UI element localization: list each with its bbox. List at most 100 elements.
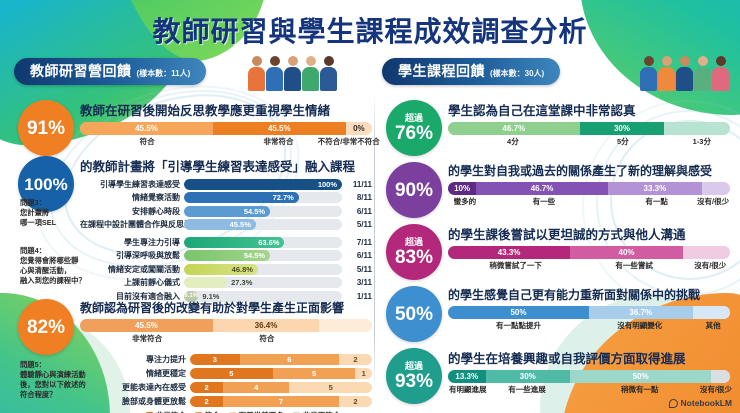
count-bar: 2 7 2 bbox=[190, 395, 372, 407]
bar-row-label: 學生專注力引導 bbox=[124, 237, 180, 247]
bar-segment: 43.3% bbox=[448, 246, 571, 259]
bar-fill: 45.5% bbox=[184, 219, 256, 230]
segment-label: 非常符合 bbox=[263, 137, 294, 146]
notebooklm-icon bbox=[668, 398, 678, 408]
stat-content: 學生認為自己在這堂課中非常認真 46.7% 30% 4分 5分 1-3分 bbox=[448, 100, 730, 148]
person-figure bbox=[248, 56, 265, 91]
segment-label: 沒有明顯變化 bbox=[617, 321, 663, 330]
count-bar: 5 5 1 bbox=[190, 367, 372, 379]
segment-label: 有一些 bbox=[532, 197, 556, 206]
stacked-bar: 13.3% 30% 50% bbox=[448, 370, 730, 383]
bar-track: 63.6% bbox=[184, 236, 342, 248]
stat-badge-91: 91% bbox=[18, 100, 74, 156]
bar-row-count: 6/11 bbox=[356, 251, 372, 260]
bar-row-count: 11/11 bbox=[352, 179, 372, 189]
bar-track: 100% bbox=[184, 178, 342, 190]
watermark-label: NotebookLM bbox=[680, 398, 732, 408]
segment-label: 沒有/很少 bbox=[697, 197, 730, 206]
stat-block-student-90: 90% 的學生對自我或過去的關係產生了新的理解與感受 10% 46.7% 33.… bbox=[386, 162, 730, 218]
bar-segment: 36.7% bbox=[589, 306, 693, 319]
stat-block-student-93: 超過 93% 的學生在培養興趣或自我評價方面取得進展 13.3% 30% 50%… bbox=[386, 348, 732, 404]
segment-label: 有一點點提升 bbox=[496, 321, 541, 330]
stat-content: 學生專注力引導 63.6% 7/11 引導深呼吸與放鬆 54.5% 6/11 情… bbox=[80, 236, 372, 302]
stat-badge-100: 100% bbox=[18, 156, 74, 212]
stat-badge-prefix: 超過 bbox=[404, 112, 423, 123]
bar-row-label: 在課程中設計團體合作與反思活動 bbox=[80, 220, 200, 229]
bar-segment-labels: 有明顯進展 有一些進展 稍微有一點 沒有/很少 bbox=[448, 384, 732, 396]
stat-block-student-76: 超過 76% 學生認為自己在這堂課中非常認真 46.7% 30% 4分 5分 1… bbox=[386, 100, 730, 156]
bar-segment: 33.3% bbox=[607, 182, 702, 195]
bar-segment: 40% bbox=[570, 246, 683, 259]
bar-segment: 45.5% bbox=[212, 122, 346, 135]
bar-row-label: 引導深呼吸與放鬆 bbox=[116, 251, 180, 260]
stat-badge-prefix: 超過 bbox=[404, 360, 423, 371]
bar-segment: 45.5% bbox=[80, 122, 213, 135]
count-row: 臉部或身體更放鬆 2 7 2 bbox=[114, 395, 372, 407]
bar-fill bbox=[184, 277, 228, 288]
page-title: 教師研習與學生課程成效調查分析 bbox=[152, 16, 588, 47]
segment-label: 其他 bbox=[705, 321, 721, 330]
person-figure bbox=[712, 56, 729, 91]
stat-badge-50: 50% bbox=[386, 286, 442, 342]
stat-block-teacher-82: 82% 教師認為研習後的改變有助於對學生產生正面影響 45.5% 36.4% 非… bbox=[18, 299, 372, 355]
bar-fill: 9.1% bbox=[184, 290, 199, 302]
count-row: 專注力提升 3 6 2 bbox=[114, 353, 372, 365]
bar-row: 學生專注力引導 63.6% 7/11 bbox=[80, 236, 372, 248]
count-row: 更能表達內在感受 2 4 5 bbox=[114, 381, 372, 393]
bar-track: 45.5% bbox=[184, 219, 342, 230]
person-figure bbox=[320, 56, 337, 91]
bar-value-outside: 27.3% bbox=[231, 278, 253, 287]
stat-badge-value: 93% bbox=[394, 370, 434, 392]
legend-label: 符合 bbox=[205, 410, 220, 413]
person-figure bbox=[658, 56, 675, 91]
stat-heading: 教師在研習後開始反思教學應更重視學生情緒 bbox=[80, 104, 331, 118]
bar-segment-labels: 蠻多的 有一些 有一點 沒有/很少 bbox=[448, 196, 730, 208]
bar-segment: 36.4% bbox=[212, 319, 320, 332]
count-bar: 2 4 5 bbox=[190, 381, 372, 393]
count-row-label: 專注力提升 bbox=[146, 354, 186, 364]
count-segment: 1 bbox=[355, 367, 372, 379]
stat-content: 的學生課後嘗試以更坦誠的方式與他人溝通 43.3% 40% 稍微嘗試了一下 有一… bbox=[448, 224, 730, 272]
bar-segment bbox=[711, 370, 730, 383]
count-segment: 5 bbox=[289, 381, 372, 393]
person-figure bbox=[302, 56, 319, 91]
segment-label: 符合 bbox=[259, 334, 275, 343]
stat-content: 的學生感覺自己更有能力重新面對關係中的挑戰 50% 36.7% 有一點點提升 沒… bbox=[448, 286, 730, 332]
bar-segment: 45.5% bbox=[80, 319, 213, 332]
bar-segment-labels: 4分 5分 1-3分 bbox=[448, 136, 730, 148]
notebooklm-watermark: NotebookLM bbox=[668, 398, 732, 408]
bar-value-outside: 9.1% bbox=[202, 291, 220, 301]
bar-row-count: 1/11 bbox=[356, 291, 372, 301]
person-figure bbox=[266, 56, 283, 91]
bar-row-count: 7/11 bbox=[356, 237, 372, 247]
bar-track: 46.8% bbox=[184, 263, 342, 275]
stat-heading: 的教師計畫將「引導學生練習表達感受」融入課程 bbox=[80, 160, 356, 174]
bar-row: 安排靜心時段 54.5% 6/11 bbox=[80, 205, 372, 217]
student-panel: 學生課程回饋 (樣本數：30人) 超過 76% 學生認為自己在這堂課中非常認真 … bbox=[382, 58, 732, 404]
bar-segment: 50% bbox=[448, 306, 589, 319]
bar-rows-q3: 引導學生練習表達感受 100% 11/11 情緒覺察活動 72.7% 8/11 … bbox=[80, 178, 372, 231]
stat-block-student-50: 50% 的學生感覺自己更有能力重新面對關係中的挑戰 50% 36.7% 有一點點… bbox=[386, 286, 730, 342]
count-segment: 3 bbox=[190, 353, 240, 365]
stat-content: 教師在研習後開始反思教學應更重視學生情緒 45.5% 45.5% 0% 符合 非… bbox=[80, 100, 380, 148]
bar-row: 在課程中設計團體合作與反思活動 45.5% 5/11 bbox=[80, 219, 372, 231]
bar-track: 54.5% bbox=[184, 205, 342, 217]
count-row: 情緒更穩定 5 5 1 bbox=[114, 367, 372, 379]
segment-label: 沒有/很少 bbox=[694, 261, 727, 270]
bar-row-label: 情緒覺察活動 bbox=[132, 193, 180, 202]
count-segment: 2 bbox=[338, 395, 372, 407]
stat-block-teacher-100: 100% 的教師計畫將「引導學生練習表達感受」融入課程 引導學生練習表達感受 1… bbox=[18, 156, 372, 232]
stat-content: 教師認為研習後的改變有助於對學生產生正面影響 45.5% 36.4% 非常符合 … bbox=[80, 299, 372, 345]
stat-badge-82: 82% bbox=[18, 299, 74, 355]
stat-heading: 的學生對自我或過去的關係產生了新的理解與感受 bbox=[448, 164, 713, 178]
stat-badge-value: 76% bbox=[394, 122, 434, 144]
segment-label: 符合 bbox=[139, 137, 155, 146]
panel-divider bbox=[374, 92, 375, 392]
bar-row-count: 8/11 bbox=[356, 193, 372, 202]
count-segment: 5 bbox=[272, 367, 356, 379]
bar-segment: 30% bbox=[485, 370, 571, 383]
people-illustration-left bbox=[248, 56, 337, 91]
stat-content: 專注力提升 3 6 2 情緒更穩定 5 5 1 bbox=[114, 353, 372, 413]
bar-row: 引導學生練習表達感受 100% 11/11 bbox=[80, 178, 372, 190]
bar-segment: 50% bbox=[570, 370, 712, 383]
